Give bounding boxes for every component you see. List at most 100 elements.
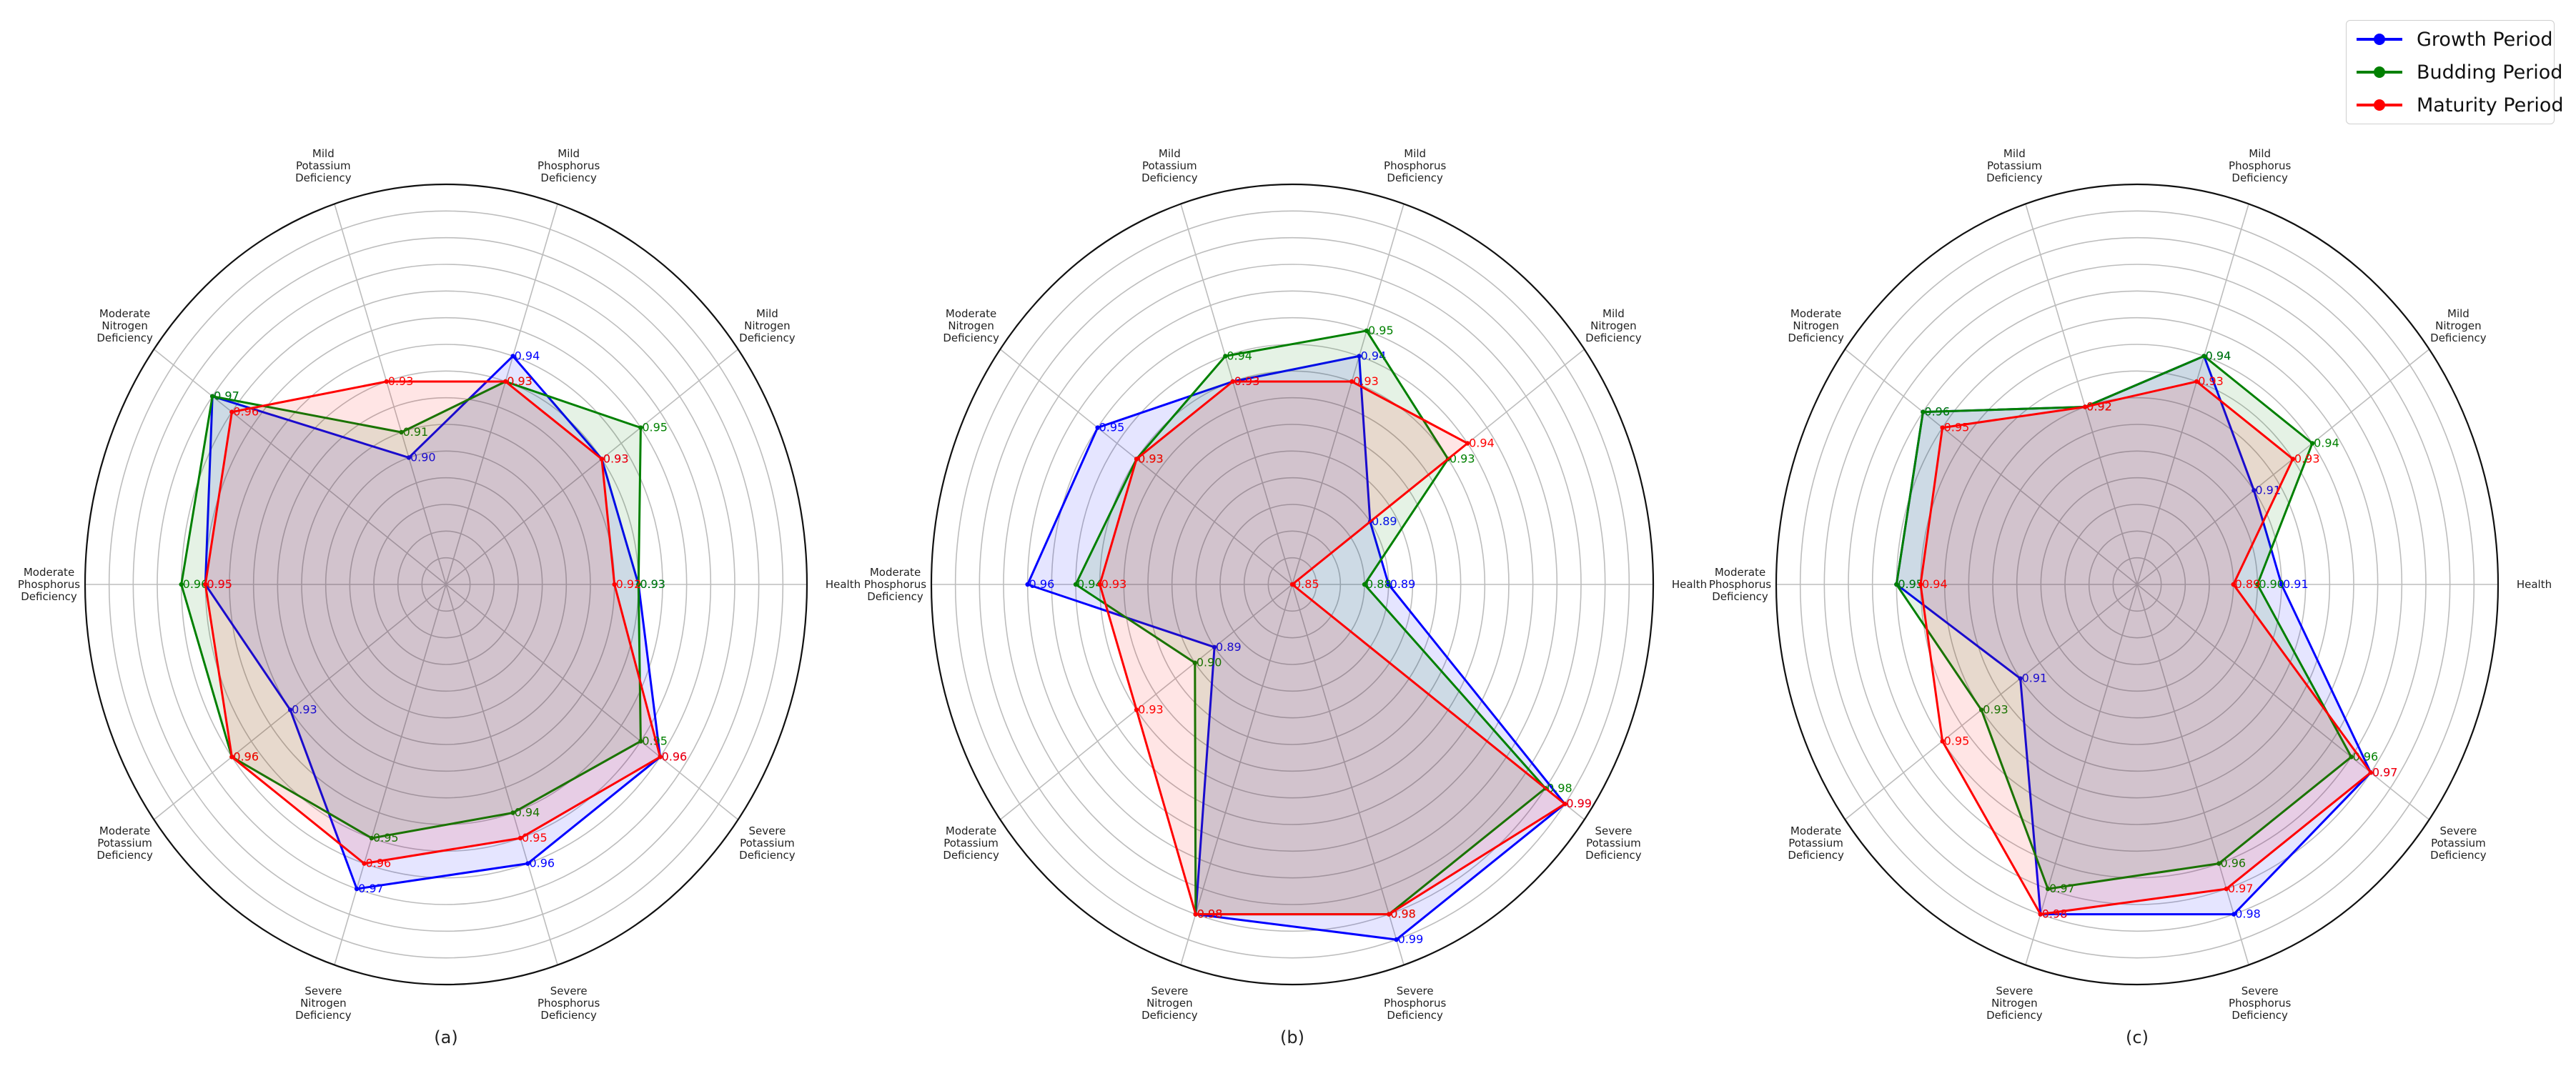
data-point	[1978, 707, 1984, 712]
value-label: 0.95	[642, 421, 668, 434]
data-point	[517, 835, 523, 841]
data-point	[406, 455, 412, 460]
grid-spoke	[2025, 584, 2138, 965]
data-point	[1364, 328, 1369, 334]
data-point	[2251, 488, 2257, 493]
data-point	[362, 861, 367, 866]
value-label: 0.93	[2198, 374, 2224, 388]
value-label: 0.97	[2372, 765, 2398, 779]
data-point	[1894, 582, 1899, 587]
value-label: 0.90	[2259, 577, 2284, 591]
data-point	[203, 582, 208, 587]
value-label: 0.95	[1898, 577, 1923, 591]
value-label: 0.93	[603, 452, 629, 465]
grid-spoke	[2136, 584, 2249, 965]
data-point	[2309, 441, 2315, 446]
value-label: 0.96	[2353, 749, 2379, 763]
value-label: 0.98	[2235, 907, 2261, 921]
value-label: 0.96	[183, 577, 209, 591]
value-label: 0.93	[1138, 452, 1164, 465]
axis-label-moderate-potassium-deficiency: Moderate Potassium Deficiency	[96, 825, 153, 862]
value-label: 0.93	[640, 577, 665, 591]
value-label: 0.95	[207, 577, 232, 591]
value-label: 0.91	[2283, 577, 2309, 591]
data-point	[1357, 354, 1362, 359]
value-label: 0.95	[207, 577, 232, 591]
axis-label-mild-potassium-deficiency: Mild Potassium Deficiency	[1986, 147, 2043, 184]
axis-label-severe-nitrogen-deficiency: Severe Nitrogen Deficiency	[295, 985, 352, 1022]
axis-label-mild-nitrogen-deficiency: Mild Nitrogen Deficiency	[739, 307, 796, 344]
data-point	[2279, 582, 2284, 587]
data-point	[2038, 912, 2043, 917]
data-point	[638, 425, 643, 430]
value-label: 0.85	[1294, 577, 1319, 591]
data-point	[1134, 707, 1139, 712]
grid-spoke	[1844, 349, 2138, 585]
axis-label-health: Health	[1672, 578, 1707, 591]
data-point	[2290, 457, 2296, 462]
value-label: 0.94	[1227, 349, 1252, 362]
value-label: 0.94	[515, 349, 540, 362]
data-point	[1095, 425, 1100, 430]
axis-label-mild-phosphorus-deficiency: Mild Phosphorus Deficiency	[2229, 147, 2291, 184]
data-point	[638, 739, 643, 744]
data-point	[209, 394, 215, 399]
axis-label-moderate-phosphorus-deficiency: Moderate Phosphorus Deficiency	[18, 566, 80, 603]
data-point	[369, 835, 375, 841]
data-point	[2216, 861, 2221, 866]
value-label: 0.93	[1138, 452, 1164, 465]
value-label: 0.93	[292, 703, 317, 717]
data-point	[2082, 404, 2088, 409]
value-label: 0.99	[1566, 797, 1592, 810]
value-label: 0.99	[1566, 797, 1592, 810]
axis-label-moderate-nitrogen-deficiency: Moderate Nitrogen Deficiency	[943, 307, 999, 344]
data-point	[2018, 676, 2023, 681]
legend-entry-budding: Budding Period	[2357, 58, 2562, 86]
grid-spoke	[445, 349, 739, 585]
data-point	[2224, 886, 2229, 892]
data-point	[1073, 582, 1079, 587]
data-point	[2045, 886, 2051, 892]
data-point	[1212, 644, 1217, 649]
data-point	[1387, 912, 1392, 917]
value-label: 0.93	[1234, 374, 1260, 388]
data-point	[399, 429, 404, 435]
data-point	[1134, 457, 1139, 462]
data-point	[354, 886, 360, 892]
value-label: 0.97	[214, 389, 239, 403]
data-point	[229, 409, 234, 414]
value-label: 0.95	[1944, 421, 1970, 434]
value-label: 0.91	[403, 425, 429, 439]
series-area-maturity-period	[204, 380, 662, 865]
data-point	[1097, 582, 1102, 587]
value-label: 0.99	[1398, 932, 1424, 946]
outer-ring	[930, 183, 1655, 986]
value-label: 0.89	[1372, 514, 1397, 528]
value-label: 0.89	[2235, 577, 2261, 591]
value-label: 0.98	[1390, 907, 1416, 921]
data-point	[1940, 425, 1945, 430]
value-label: 0.95	[1944, 734, 1970, 747]
value-label: 0.94	[515, 806, 540, 820]
value-label: 0.96	[233, 749, 259, 763]
axis-label-severe-phosphorus-deficiency: Severe Phosphorus Deficiency	[538, 985, 600, 1022]
value-label: 0.91	[2022, 672, 2048, 685]
value-label: 0.95	[1368, 324, 1394, 337]
value-label: 0.93	[1983, 703, 2008, 717]
grid-spoke	[2136, 349, 2430, 585]
axis-label-severe-potassium-deficiency: Severe Potassium Deficiency	[1585, 825, 1642, 862]
axis-label-severe-phosphorus-deficiency: Severe Phosphorus Deficiency	[1384, 985, 1446, 1022]
value-label: 0.94	[2206, 349, 2231, 362]
axis-label-moderate-potassium-deficiency: Moderate Potassium Deficiency	[1788, 825, 1844, 862]
value-label: 0.93	[1353, 374, 1379, 388]
legend-line-icon	[2357, 99, 2402, 111]
value-label: 0.96	[529, 857, 555, 870]
series-area-maturity-period	[1099, 380, 1566, 916]
value-label: 0.98	[2042, 907, 2068, 921]
value-label: 0.96	[233, 405, 259, 419]
data-point	[1349, 379, 1354, 384]
value-label: 0.95	[373, 831, 399, 845]
data-point	[1230, 379, 1235, 384]
axis-label-mild-nitrogen-deficiency: Mild Nitrogen Deficiency	[2430, 307, 2487, 344]
